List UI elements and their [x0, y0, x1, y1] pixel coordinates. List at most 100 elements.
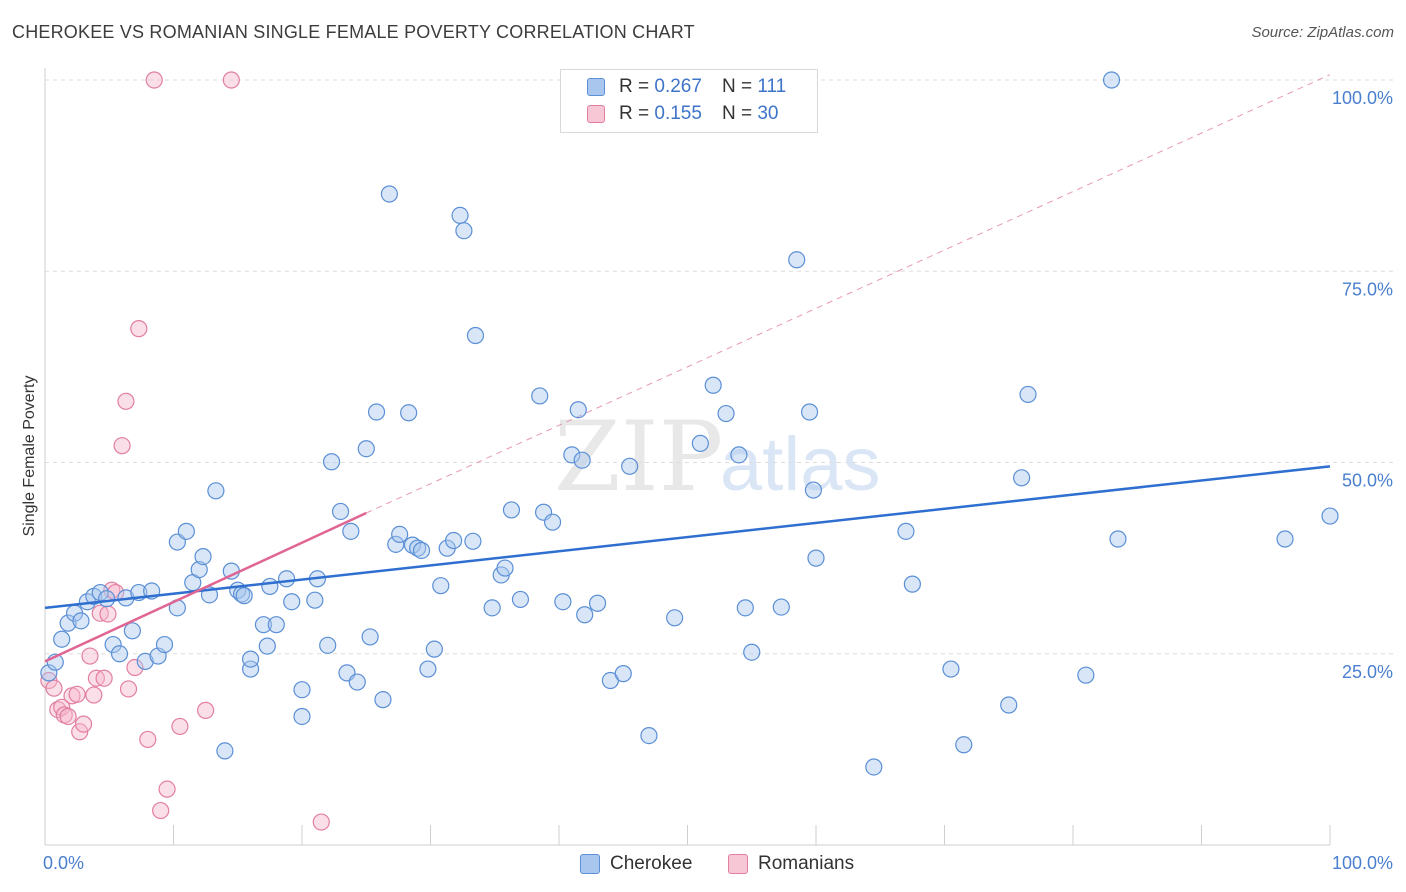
cherokee-point	[588, 594, 607, 612]
cherokee-point	[258, 637, 276, 655]
n-value: 111	[757, 76, 787, 97]
cherokee-point	[419, 660, 437, 678]
cherokee-point	[216, 742, 234, 760]
y-tick-label: 100.0%	[1332, 88, 1393, 108]
cherokee-point	[412, 541, 431, 560]
watermark: ZIP atlas	[554, 401, 881, 513]
cherokee-point	[177, 522, 195, 540]
cherokee-point	[666, 609, 684, 627]
cherokee-point	[942, 660, 960, 678]
romanians-point	[99, 605, 117, 623]
legend-label-romanians: Romanians	[758, 853, 855, 874]
romanians-point	[139, 730, 157, 749]
cherokee-point	[717, 404, 735, 423]
romanians-swatch	[587, 105, 605, 123]
romanians-point	[85, 686, 103, 704]
cherokee-point	[455, 222, 473, 240]
cherokee-point	[1019, 385, 1037, 404]
cherokee-point	[800, 403, 819, 421]
axes	[44, 68, 1331, 846]
cherokee-point	[110, 645, 129, 663]
cherokee-point	[730, 446, 748, 464]
cherokee-point	[1321, 507, 1339, 525]
legend-row-romanians: R = 0.155 N = 30	[587, 101, 778, 127]
cherokee-point	[283, 593, 301, 611]
romanians-point	[222, 71, 240, 89]
cherokee-point	[563, 446, 581, 464]
cherokee-point	[451, 206, 469, 225]
r-value: 0.155	[654, 103, 702, 124]
cherokee-point	[403, 536, 422, 554]
cherokee-point	[331, 502, 350, 521]
cherokee-point	[261, 577, 279, 596]
cherokee-point	[306, 591, 324, 609]
cherokee-point	[40, 664, 58, 682]
cherokee-point	[194, 547, 212, 566]
cherokee-point	[897, 522, 915, 540]
cherokee-point	[357, 440, 375, 458]
cherokee-point	[361, 628, 379, 646]
romanians-point	[312, 813, 330, 831]
bottom-legend-romanians: Romanians	[728, 851, 854, 877]
cherokee-point	[242, 650, 260, 668]
cherokee-point	[207, 482, 225, 500]
cherokee-swatch	[587, 78, 605, 96]
watermark-zip: ZIP	[554, 401, 723, 513]
romanians-trend-extension	[366, 74, 1331, 514]
romanians-point	[119, 680, 138, 698]
cherokee-point	[466, 326, 485, 345]
cherokee-point	[445, 531, 463, 550]
cherokee-point	[367, 403, 386, 421]
cherokee-point	[267, 616, 285, 634]
legend-label-cherokee: Cherokee	[610, 853, 693, 874]
cherokee-point	[554, 593, 572, 611]
romanians-point	[95, 669, 113, 687]
cherokee-point	[59, 614, 77, 632]
cherokee-point	[242, 660, 260, 678]
correlation-legend: R = 0.267 N = 111 R = 0.155 N = 30	[560, 69, 818, 133]
cherokee-point	[322, 453, 341, 471]
x-tick-label: 0.0%	[43, 853, 84, 873]
cherokee-point	[614, 665, 632, 683]
cherokee-point	[788, 251, 806, 269]
cherokee-point	[98, 590, 116, 608]
cherokee-point	[348, 673, 366, 691]
cherokee-point	[496, 559, 514, 577]
chart-title: CHEROKEE VS ROMANIAN SINGLE FEMALE POVER…	[12, 22, 695, 42]
watermark-atlas: atlas	[720, 422, 881, 507]
cherokee-point	[531, 387, 549, 405]
cherokee-point	[1109, 530, 1127, 548]
cherokee-swatch	[580, 854, 600, 874]
cherokee-point	[640, 727, 658, 745]
cherokee-point	[136, 652, 154, 671]
bottom-legend-cherokee: Cherokee	[580, 851, 692, 877]
cherokee-point	[235, 587, 253, 605]
romanians-points	[40, 71, 330, 831]
romanians-trend-line	[44, 511, 367, 663]
cherokee-point	[743, 643, 761, 661]
romanians-point	[117, 392, 135, 410]
y-tick-label: 75.0%	[1342, 279, 1393, 299]
cherokee-point	[391, 525, 409, 544]
cherokee-point	[621, 457, 639, 475]
cherokee-points	[40, 71, 1339, 776]
cherokee-point	[1102, 71, 1121, 89]
cherokee-point	[483, 599, 501, 617]
cherokee-trend-line	[44, 465, 1331, 610]
cherokee-point	[425, 640, 443, 658]
cherokee-point	[502, 501, 521, 519]
x-tick-label: 100.0%	[1332, 853, 1393, 873]
cherokee-point	[432, 577, 450, 595]
x-tick-labels: 0.0% 100.0%	[43, 853, 1393, 873]
source-label: Source: ZipAtlas.com	[1251, 24, 1394, 41]
cherokee-point	[804, 481, 823, 499]
romanians-point	[126, 658, 144, 677]
cherokee-point	[293, 707, 311, 726]
cherokee-point	[1000, 696, 1018, 714]
cherokee-point	[53, 630, 71, 648]
cherokee-point	[1276, 530, 1294, 548]
romanians-point	[197, 701, 215, 719]
y-tick-labels: 25.0% 50.0% 75.0% 100.0%	[1332, 88, 1393, 682]
cherokee-point	[380, 185, 398, 203]
